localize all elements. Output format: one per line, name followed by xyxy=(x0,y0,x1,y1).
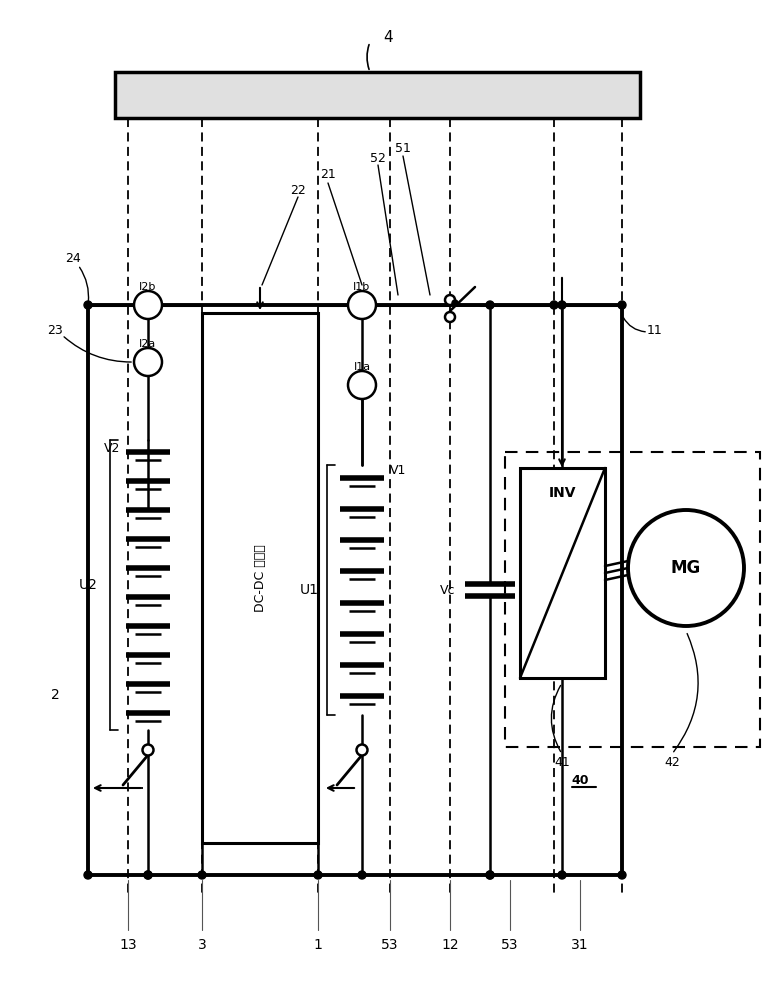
Circle shape xyxy=(486,871,494,879)
Circle shape xyxy=(550,301,558,309)
Text: 22: 22 xyxy=(290,184,306,196)
Text: 2: 2 xyxy=(51,688,59,702)
Text: 4: 4 xyxy=(383,30,393,45)
Circle shape xyxy=(357,744,367,756)
Text: I1b: I1b xyxy=(354,282,371,292)
Text: 40: 40 xyxy=(571,774,589,786)
Text: 41: 41 xyxy=(554,756,570,768)
Circle shape xyxy=(144,871,152,879)
Circle shape xyxy=(452,300,458,306)
Text: DC-DC 转换器: DC-DC 转换器 xyxy=(253,544,266,612)
Text: 52: 52 xyxy=(370,151,386,164)
Text: U2: U2 xyxy=(79,578,98,592)
Circle shape xyxy=(143,744,154,756)
Text: 53: 53 xyxy=(381,938,399,952)
Text: 31: 31 xyxy=(571,938,589,952)
Text: INV: INV xyxy=(548,486,576,500)
Text: I1a: I1a xyxy=(354,362,371,372)
Circle shape xyxy=(445,312,455,322)
Text: Vc: Vc xyxy=(439,584,455,596)
Circle shape xyxy=(198,871,206,879)
Text: MG: MG xyxy=(671,559,701,577)
Circle shape xyxy=(134,348,162,376)
Circle shape xyxy=(84,301,92,309)
Circle shape xyxy=(134,291,162,319)
Text: 13: 13 xyxy=(119,938,137,952)
Text: I2a: I2a xyxy=(140,339,157,349)
Bar xyxy=(115,72,640,118)
Text: 24: 24 xyxy=(65,251,81,264)
Circle shape xyxy=(486,871,494,879)
Text: V2: V2 xyxy=(103,442,120,454)
Text: I2b: I2b xyxy=(139,282,157,292)
Circle shape xyxy=(618,301,626,309)
Circle shape xyxy=(445,295,455,305)
Circle shape xyxy=(348,371,376,399)
Bar xyxy=(520,468,605,678)
Text: 3: 3 xyxy=(198,938,206,952)
Text: 42: 42 xyxy=(664,756,680,768)
Circle shape xyxy=(486,301,494,309)
Text: 1: 1 xyxy=(313,938,323,952)
Text: 23: 23 xyxy=(47,324,63,336)
Text: U1: U1 xyxy=(300,583,319,597)
Circle shape xyxy=(348,291,376,319)
Circle shape xyxy=(144,871,152,879)
Text: 51: 51 xyxy=(395,141,411,154)
Circle shape xyxy=(314,871,322,879)
Bar xyxy=(505,452,760,747)
Text: 11: 11 xyxy=(647,324,663,336)
Circle shape xyxy=(558,871,566,879)
Text: 21: 21 xyxy=(320,168,336,182)
Text: V1: V1 xyxy=(390,464,406,477)
Bar xyxy=(202,313,318,843)
Circle shape xyxy=(628,510,744,626)
Circle shape xyxy=(84,871,92,879)
Circle shape xyxy=(358,871,366,879)
Text: 53: 53 xyxy=(501,938,519,952)
Circle shape xyxy=(618,871,626,879)
Circle shape xyxy=(558,301,566,309)
Text: 12: 12 xyxy=(441,938,459,952)
